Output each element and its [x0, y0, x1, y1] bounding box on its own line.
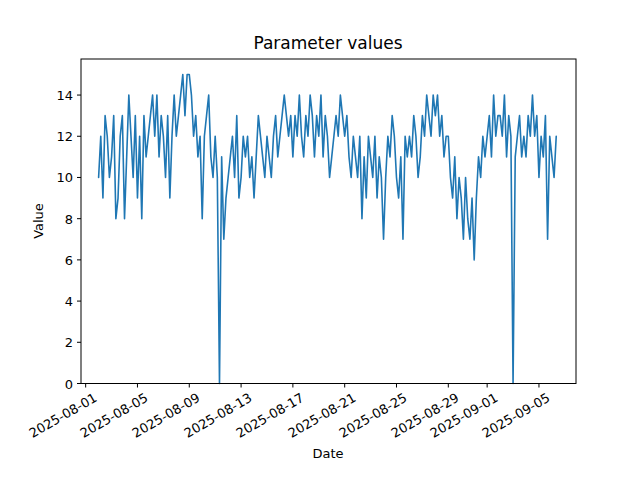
- y-axis-tick-label: 8: [65, 211, 73, 226]
- y-axis-tick-label: 2: [65, 335, 73, 350]
- y-axis-tick-label: 6: [65, 252, 73, 267]
- y-axis-tick-label: 4: [65, 294, 73, 309]
- y-axis-tick-label: 10: [56, 170, 73, 185]
- chart-title: Parameter values: [253, 33, 402, 53]
- chart-line: [99, 74, 557, 383]
- y-axis-label: Value: [31, 203, 46, 239]
- axis-ticks: [77, 95, 539, 387]
- x-axis-label: Date: [312, 446, 343, 461]
- plot-border: [81, 59, 576, 384]
- figure: Parameter values Date Value 2025-08-0120…: [0, 0, 640, 480]
- y-axis-tick-label: 12: [56, 129, 73, 144]
- y-axis-tick-label: 14: [56, 88, 73, 103]
- chart-line-layer: [99, 74, 557, 383]
- y-axis-tick-label: 0: [65, 376, 73, 391]
